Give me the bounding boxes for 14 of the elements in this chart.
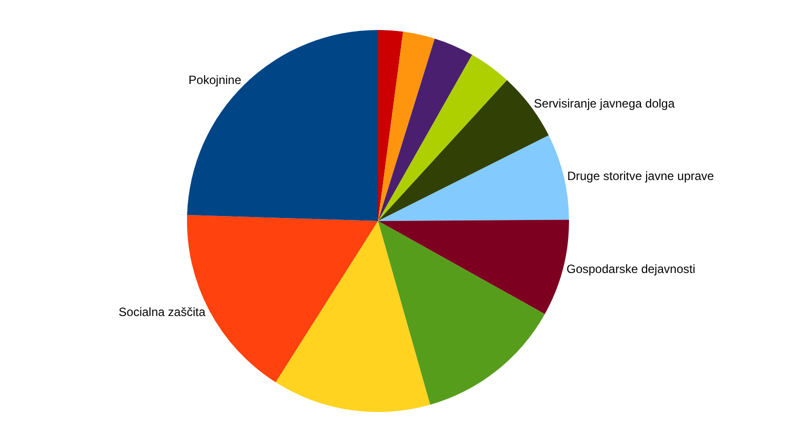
pie-slice: [378, 38, 472, 221]
slice-label: Druge storitve javne uprave: [567, 169, 714, 184]
pie-slice: [378, 30, 404, 221]
pie-slice: [378, 221, 545, 405]
slice-label: Servisiranje javnega dolga: [534, 96, 675, 110]
pie-slice: [276, 221, 430, 412]
pie-slice: [187, 30, 378, 221]
pie-slice: [378, 54, 507, 221]
pie-slice: [378, 135, 569, 221]
slice-label: Pokojnine: [188, 73, 242, 88]
pie-slice: [378, 220, 569, 314]
slice-label: Socialna zaščita: [118, 304, 206, 319]
pie-slice: [378, 32, 435, 221]
slice-label: Gospodarske dejavnosti: [566, 262, 696, 276]
